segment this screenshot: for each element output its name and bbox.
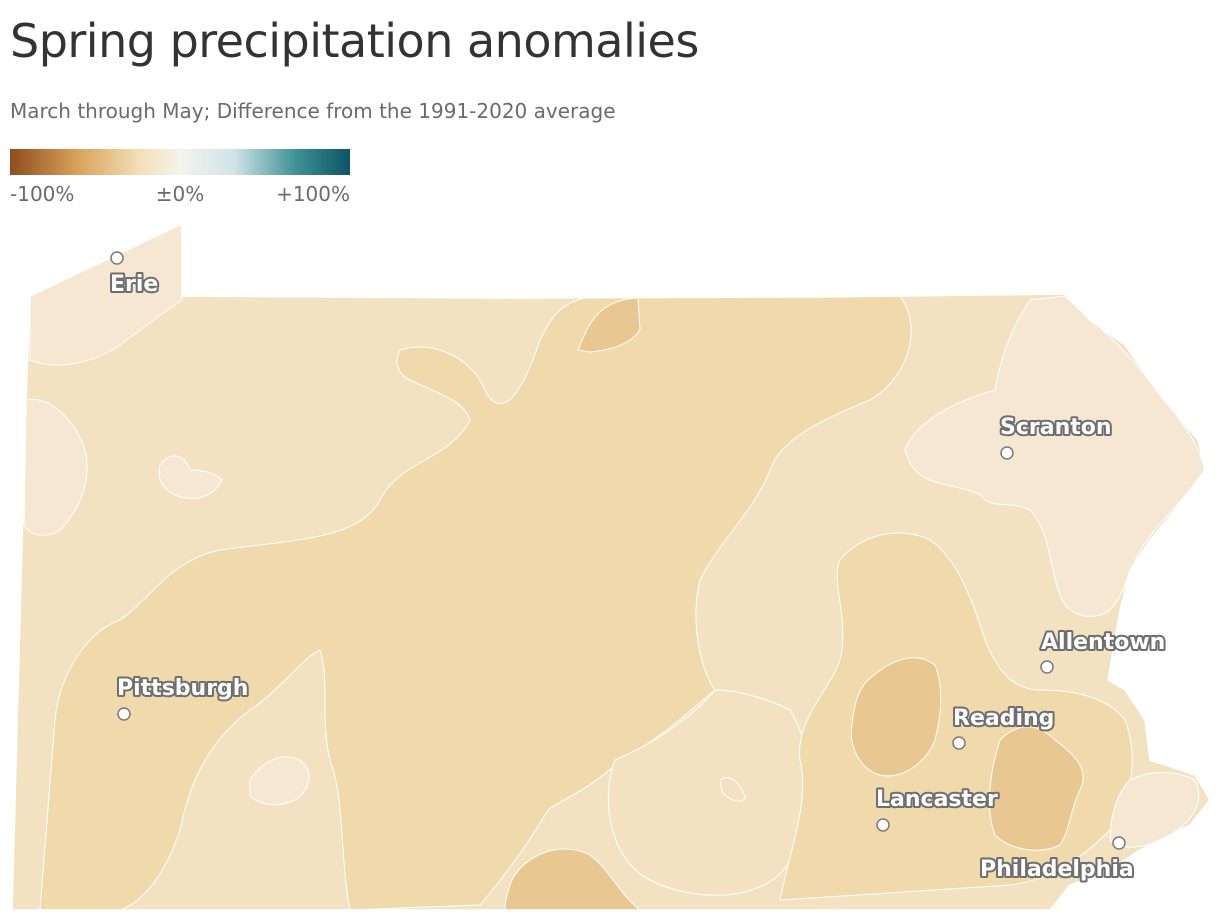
city-marker bbox=[1000, 446, 1014, 460]
contour-zone-very-light-northeast bbox=[904, 295, 1206, 617]
city-label-philadelphia: Philadelphia bbox=[980, 857, 1134, 882]
city-label-lancaster: Lancaster bbox=[876, 787, 998, 812]
legend-max-label: +100% bbox=[276, 182, 350, 206]
city-erie: Erie bbox=[108, 251, 160, 299]
city-label-scranton: Scranton bbox=[1000, 415, 1112, 440]
city-allentown: Allentown bbox=[1039, 628, 1167, 674]
legend-mid-label: ±0% bbox=[155, 182, 205, 206]
city-marker bbox=[1112, 836, 1126, 850]
legend-color-bar bbox=[10, 149, 350, 175]
city-lancaster: Lancaster bbox=[874, 785, 1000, 832]
city-marker bbox=[952, 736, 966, 750]
city-marker bbox=[110, 251, 124, 265]
contour-zone-dark-lancaster bbox=[989, 726, 1084, 851]
contour-zone-very-light-erie bbox=[29, 224, 183, 366]
city-pittsburgh: Pittsburgh bbox=[115, 674, 250, 721]
city-marker bbox=[1040, 660, 1054, 674]
contour-spot-very-light-1 bbox=[158, 455, 223, 499]
contour-spot-light-1 bbox=[719, 777, 746, 802]
city-label-allentown: Allentown bbox=[1041, 630, 1165, 655]
city-philadelphia: Philadelphia bbox=[978, 836, 1136, 884]
chart-subtitle: March through May; Difference from the 1… bbox=[10, 99, 616, 123]
city-marker bbox=[876, 818, 890, 832]
legend-min-label: -100% bbox=[10, 182, 75, 206]
chart-title: Spring precipitation anomalies bbox=[10, 14, 699, 68]
city-label-pittsburgh: Pittsburgh bbox=[117, 676, 248, 701]
contour-zone-dark-reading bbox=[850, 657, 942, 777]
contour-zone-dark-south-central bbox=[504, 848, 642, 910]
contour-zone-medium-central bbox=[39, 295, 912, 910]
contour-spot-very-light-2 bbox=[249, 756, 310, 806]
city-label-erie: Erie bbox=[110, 272, 158, 297]
city-scranton: Scranton bbox=[998, 413, 1114, 460]
color-legend: -100% ±0% +100% bbox=[10, 149, 350, 208]
contour-zone-very-light-west bbox=[23, 398, 88, 536]
city-marker bbox=[117, 707, 131, 721]
state-border bbox=[11, 222, 1211, 911]
anomaly-contours bbox=[23, 224, 1206, 910]
city-label-reading: Reading bbox=[953, 706, 1054, 731]
city-reading: Reading bbox=[951, 704, 1056, 750]
